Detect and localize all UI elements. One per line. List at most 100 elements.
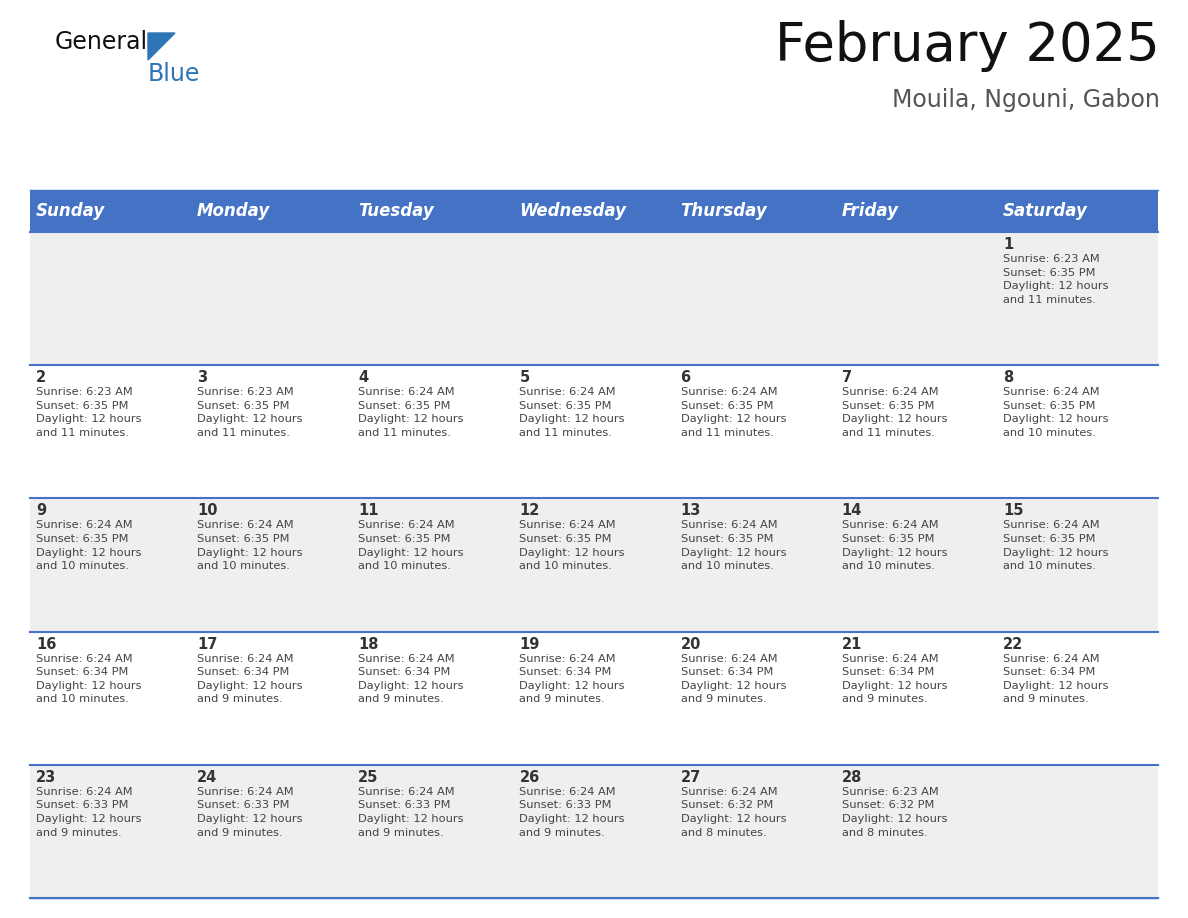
Text: Sunrise: 6:24 AM
Sunset: 6:34 PM
Daylight: 12 hours
and 10 minutes.: Sunrise: 6:24 AM Sunset: 6:34 PM Dayligh… <box>36 654 141 704</box>
Text: Sunrise: 6:24 AM
Sunset: 6:35 PM
Daylight: 12 hours
and 11 minutes.: Sunrise: 6:24 AM Sunset: 6:35 PM Dayligh… <box>681 387 786 438</box>
Bar <box>675 190 835 232</box>
Text: Sunrise: 6:24 AM
Sunset: 6:35 PM
Daylight: 12 hours
and 10 minutes.: Sunrise: 6:24 AM Sunset: 6:35 PM Dayligh… <box>197 521 303 571</box>
Text: Sunrise: 6:24 AM
Sunset: 6:34 PM
Daylight: 12 hours
and 9 minutes.: Sunrise: 6:24 AM Sunset: 6:34 PM Dayligh… <box>1003 654 1108 704</box>
Text: 4: 4 <box>359 370 368 386</box>
Bar <box>30 498 191 632</box>
Text: 5: 5 <box>519 370 530 386</box>
Bar <box>191 365 353 498</box>
Text: 12: 12 <box>519 503 539 519</box>
Bar <box>30 232 191 365</box>
Text: Blue: Blue <box>148 62 201 86</box>
Text: 3: 3 <box>197 370 207 386</box>
Bar <box>835 632 997 765</box>
Text: Thursday: Thursday <box>681 202 767 220</box>
Text: Sunrise: 6:23 AM
Sunset: 6:35 PM
Daylight: 12 hours
and 11 minutes.: Sunrise: 6:23 AM Sunset: 6:35 PM Dayligh… <box>197 387 303 438</box>
Text: Sunrise: 6:24 AM
Sunset: 6:34 PM
Daylight: 12 hours
and 9 minutes.: Sunrise: 6:24 AM Sunset: 6:34 PM Dayligh… <box>197 654 303 704</box>
Text: 8: 8 <box>1003 370 1013 386</box>
Text: Sunrise: 6:24 AM
Sunset: 6:35 PM
Daylight: 12 hours
and 11 minutes.: Sunrise: 6:24 AM Sunset: 6:35 PM Dayligh… <box>519 387 625 438</box>
Bar <box>191 765 353 898</box>
Text: Sunrise: 6:24 AM
Sunset: 6:34 PM
Daylight: 12 hours
and 9 minutes.: Sunrise: 6:24 AM Sunset: 6:34 PM Dayligh… <box>842 654 947 704</box>
Text: 14: 14 <box>842 503 862 519</box>
Text: 10: 10 <box>197 503 217 519</box>
Bar <box>997 498 1158 632</box>
Text: Sunrise: 6:23 AM
Sunset: 6:32 PM
Daylight: 12 hours
and 8 minutes.: Sunrise: 6:23 AM Sunset: 6:32 PM Dayligh… <box>842 787 947 837</box>
Text: Sunrise: 6:24 AM
Sunset: 6:32 PM
Daylight: 12 hours
and 8 minutes.: Sunrise: 6:24 AM Sunset: 6:32 PM Dayligh… <box>681 787 786 837</box>
Text: Sunrise: 6:24 AM
Sunset: 6:34 PM
Daylight: 12 hours
and 9 minutes.: Sunrise: 6:24 AM Sunset: 6:34 PM Dayligh… <box>681 654 786 704</box>
Bar <box>835 498 997 632</box>
Text: 6: 6 <box>681 370 690 386</box>
Text: 27: 27 <box>681 770 701 785</box>
Text: 19: 19 <box>519 636 539 652</box>
Text: Friday: Friday <box>842 202 898 220</box>
Text: 28: 28 <box>842 770 862 785</box>
Bar <box>513 190 675 232</box>
Text: 11: 11 <box>359 503 379 519</box>
Text: 26: 26 <box>519 770 539 785</box>
Bar <box>513 765 675 898</box>
Bar <box>30 632 191 765</box>
Text: Sunrise: 6:24 AM
Sunset: 6:33 PM
Daylight: 12 hours
and 9 minutes.: Sunrise: 6:24 AM Sunset: 6:33 PM Dayligh… <box>36 787 141 837</box>
Text: 1: 1 <box>1003 237 1013 252</box>
Bar <box>30 190 191 232</box>
Bar <box>191 498 353 632</box>
Text: Sunrise: 6:24 AM
Sunset: 6:35 PM
Daylight: 12 hours
and 10 minutes.: Sunrise: 6:24 AM Sunset: 6:35 PM Dayligh… <box>359 521 463 571</box>
Text: February 2025: February 2025 <box>776 20 1159 72</box>
Text: 23: 23 <box>36 770 56 785</box>
Text: Sunrise: 6:24 AM
Sunset: 6:35 PM
Daylight: 12 hours
and 10 minutes.: Sunrise: 6:24 AM Sunset: 6:35 PM Dayligh… <box>1003 387 1108 438</box>
Bar <box>30 765 191 898</box>
Text: 24: 24 <box>197 770 217 785</box>
Text: Wednesday: Wednesday <box>519 202 626 220</box>
Bar <box>353 365 513 498</box>
Bar <box>835 765 997 898</box>
Bar <box>675 498 835 632</box>
Text: Sunrise: 6:24 AM
Sunset: 6:35 PM
Daylight: 12 hours
and 10 minutes.: Sunrise: 6:24 AM Sunset: 6:35 PM Dayligh… <box>1003 521 1108 571</box>
Text: Sunday: Sunday <box>36 202 106 220</box>
Bar <box>353 232 513 365</box>
Bar <box>30 365 191 498</box>
Bar <box>675 365 835 498</box>
Bar <box>353 498 513 632</box>
Text: Sunrise: 6:24 AM
Sunset: 6:35 PM
Daylight: 12 hours
and 10 minutes.: Sunrise: 6:24 AM Sunset: 6:35 PM Dayligh… <box>842 521 947 571</box>
Bar <box>191 632 353 765</box>
Text: 9: 9 <box>36 503 46 519</box>
Bar <box>353 632 513 765</box>
Text: Monday: Monday <box>197 202 271 220</box>
Text: 7: 7 <box>842 370 852 386</box>
Bar <box>191 232 353 365</box>
Bar <box>191 190 353 232</box>
Text: 20: 20 <box>681 636 701 652</box>
Text: Sunrise: 6:24 AM
Sunset: 6:34 PM
Daylight: 12 hours
and 9 minutes.: Sunrise: 6:24 AM Sunset: 6:34 PM Dayligh… <box>359 654 463 704</box>
Bar <box>675 232 835 365</box>
Text: Saturday: Saturday <box>1003 202 1088 220</box>
Text: Sunrise: 6:24 AM
Sunset: 6:33 PM
Daylight: 12 hours
and 9 minutes.: Sunrise: 6:24 AM Sunset: 6:33 PM Dayligh… <box>197 787 303 837</box>
Text: 16: 16 <box>36 636 56 652</box>
Text: Mouila, Ngouni, Gabon: Mouila, Ngouni, Gabon <box>892 88 1159 112</box>
Text: 2: 2 <box>36 370 46 386</box>
Bar <box>835 365 997 498</box>
Bar <box>997 190 1158 232</box>
Text: 18: 18 <box>359 636 379 652</box>
Bar <box>835 190 997 232</box>
Text: Sunrise: 6:24 AM
Sunset: 6:33 PM
Daylight: 12 hours
and 9 minutes.: Sunrise: 6:24 AM Sunset: 6:33 PM Dayligh… <box>519 787 625 837</box>
Bar <box>997 765 1158 898</box>
Text: 15: 15 <box>1003 503 1023 519</box>
Text: 25: 25 <box>359 770 379 785</box>
Text: 22: 22 <box>1003 636 1023 652</box>
Bar <box>675 632 835 765</box>
Text: Sunrise: 6:23 AM
Sunset: 6:35 PM
Daylight: 12 hours
and 11 minutes.: Sunrise: 6:23 AM Sunset: 6:35 PM Dayligh… <box>36 387 141 438</box>
Bar <box>997 365 1158 498</box>
Bar <box>997 632 1158 765</box>
Text: Sunrise: 6:23 AM
Sunset: 6:35 PM
Daylight: 12 hours
and 11 minutes.: Sunrise: 6:23 AM Sunset: 6:35 PM Dayligh… <box>1003 254 1108 305</box>
Bar <box>835 232 997 365</box>
Bar <box>353 190 513 232</box>
Text: Sunrise: 6:24 AM
Sunset: 6:35 PM
Daylight: 12 hours
and 10 minutes.: Sunrise: 6:24 AM Sunset: 6:35 PM Dayligh… <box>519 521 625 571</box>
Text: Tuesday: Tuesday <box>359 202 434 220</box>
Text: Sunrise: 6:24 AM
Sunset: 6:34 PM
Daylight: 12 hours
and 9 minutes.: Sunrise: 6:24 AM Sunset: 6:34 PM Dayligh… <box>519 654 625 704</box>
Text: Sunrise: 6:24 AM
Sunset: 6:35 PM
Daylight: 12 hours
and 11 minutes.: Sunrise: 6:24 AM Sunset: 6:35 PM Dayligh… <box>842 387 947 438</box>
Text: 17: 17 <box>197 636 217 652</box>
Bar <box>997 232 1158 365</box>
Text: Sunrise: 6:24 AM
Sunset: 6:35 PM
Daylight: 12 hours
and 10 minutes.: Sunrise: 6:24 AM Sunset: 6:35 PM Dayligh… <box>681 521 786 571</box>
Bar <box>513 232 675 365</box>
Text: Sunrise: 6:24 AM
Sunset: 6:33 PM
Daylight: 12 hours
and 9 minutes.: Sunrise: 6:24 AM Sunset: 6:33 PM Dayligh… <box>359 787 463 837</box>
Bar <box>353 765 513 898</box>
